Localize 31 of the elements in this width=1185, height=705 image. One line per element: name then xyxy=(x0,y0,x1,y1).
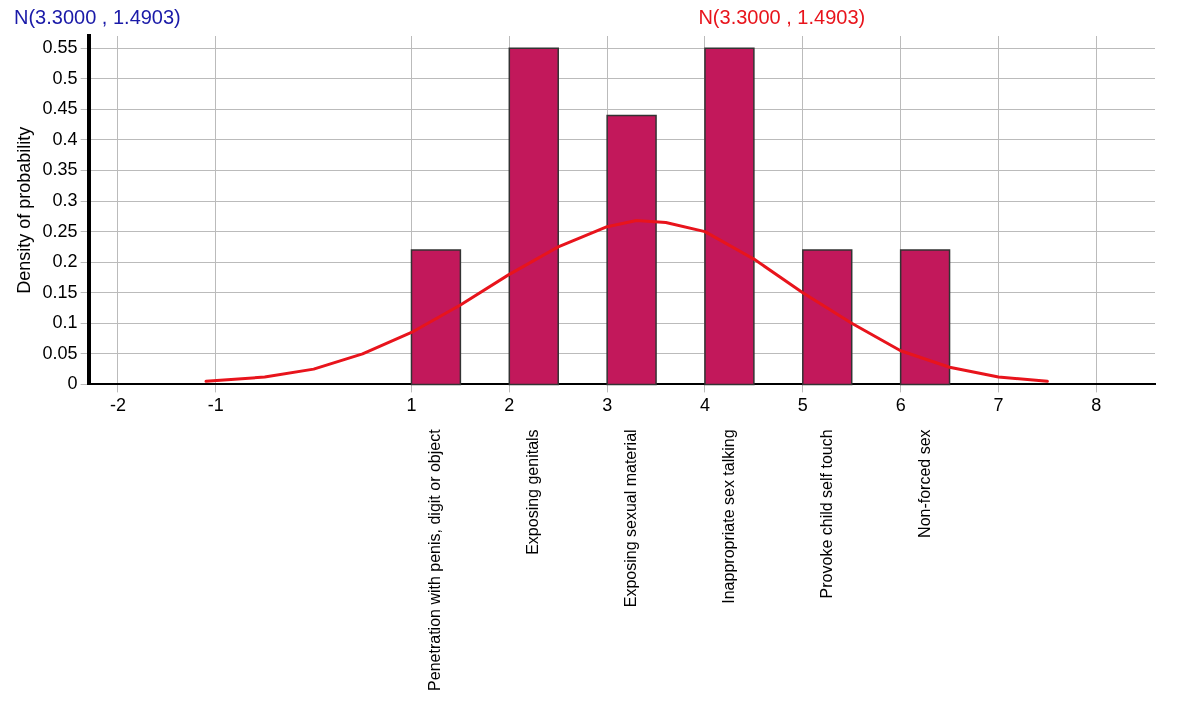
annotation: Exposing sexual material xyxy=(622,429,640,608)
y-tick-label: 0.2 xyxy=(52,251,78,272)
x-tick-label: 5 xyxy=(797,395,808,416)
text: N(3.3000 , 1.4903) xyxy=(698,5,866,28)
y-tick-label: 0.45 xyxy=(42,98,78,119)
y-tick-label: 0.25 xyxy=(42,220,78,241)
x-tick-label: 6 xyxy=(895,395,906,416)
annotation: Inappropriate sex talking xyxy=(719,429,737,604)
x-tick-label: 8 xyxy=(1091,395,1102,416)
x-tick-label: -2 xyxy=(109,395,126,416)
x-tick-label: -1 xyxy=(207,395,224,416)
x-tick-label: 1 xyxy=(406,395,417,416)
annotation: Provoke child self touch xyxy=(817,429,835,599)
annotation: Exposing genitals xyxy=(524,429,542,555)
annotation: Penetration with penis, digit or object xyxy=(426,428,444,691)
y-axis-title: Density of probability xyxy=(13,126,34,294)
y-tick-label: 0.05 xyxy=(42,342,78,363)
y-tick-label: 0.4 xyxy=(52,128,78,149)
y-tick-label: 0.15 xyxy=(42,281,78,302)
x-tick-label: 4 xyxy=(699,395,710,416)
chart-title: N(3.3000 , 1.4903) xyxy=(14,5,181,28)
y-tick-label: 0.55 xyxy=(42,37,78,58)
x-tick-label: 7 xyxy=(993,395,1004,416)
y-tick-label: 0 xyxy=(67,373,78,394)
x-tick-label: 3 xyxy=(602,395,613,416)
annotation: Non-forced sex xyxy=(915,429,933,538)
y-tick-label: 0.1 xyxy=(52,312,78,333)
y-tick-label: 0.3 xyxy=(52,190,78,210)
y-tick-label: 0.5 xyxy=(52,67,78,88)
y-tick-label: 0.35 xyxy=(42,159,78,180)
x-tick-label: 2 xyxy=(504,395,515,416)
